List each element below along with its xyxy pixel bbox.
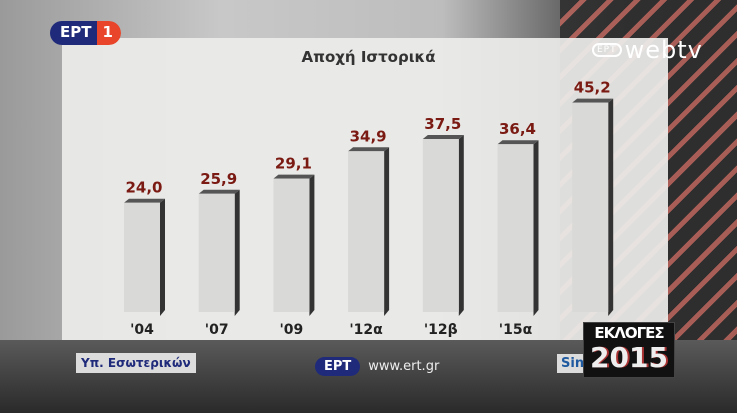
category-label: '15α — [499, 322, 533, 338]
bar — [422, 139, 459, 312]
value-label: 36,4 — [499, 120, 536, 138]
bar — [348, 151, 385, 312]
category-label: '09 — [280, 322, 304, 338]
bar-top — [497, 140, 539, 145]
ert1-logo: ΕΡΤ 1 — [50, 21, 121, 45]
bar-side — [384, 147, 390, 316]
source-label: Υπ. Εσωτερικών — [76, 353, 196, 373]
elections-2015-badge: ΕΚΛΟΓΕΣ 2015 — [583, 322, 675, 378]
value-label: 29,1 — [275, 155, 312, 173]
bar-side — [608, 98, 614, 316]
bar-side — [234, 189, 240, 316]
bar-top — [422, 135, 464, 139]
bar-side — [533, 140, 539, 316]
bar-top — [273, 174, 315, 179]
value-label: 24,0 — [125, 179, 162, 197]
bar — [497, 144, 534, 312]
bar-side — [309, 174, 315, 316]
bar-top — [348, 147, 390, 152]
bar-side — [160, 198, 165, 316]
bar-top — [124, 198, 165, 203]
value-label: 25,9 — [200, 170, 237, 188]
ert-logo: ΕΡΤ — [315, 357, 361, 376]
ert-url: www.ert.gr — [368, 359, 440, 374]
bar — [572, 102, 609, 312]
bar — [273, 178, 310, 312]
bar — [198, 193, 235, 312]
ert-footer: ΕΡΤ www.ert.gr — [315, 357, 439, 376]
bar — [124, 202, 160, 312]
value-label: 34,9 — [350, 127, 387, 145]
category-label: '04 — [130, 322, 154, 338]
value-label: 37,5 — [424, 115, 461, 133]
webtv-logo: ΕΡΤ webtv — [592, 36, 703, 64]
chart-title: Αποχή Ιστορικά — [301, 48, 436, 66]
category-label: '07 — [205, 322, 229, 338]
category-label: '12β — [424, 322, 458, 338]
value-label: 45,2 — [574, 79, 611, 97]
category-label: '12α — [349, 322, 383, 338]
bar-side — [458, 135, 464, 316]
bar-top — [198, 189, 240, 194]
bar-top — [572, 98, 614, 103]
